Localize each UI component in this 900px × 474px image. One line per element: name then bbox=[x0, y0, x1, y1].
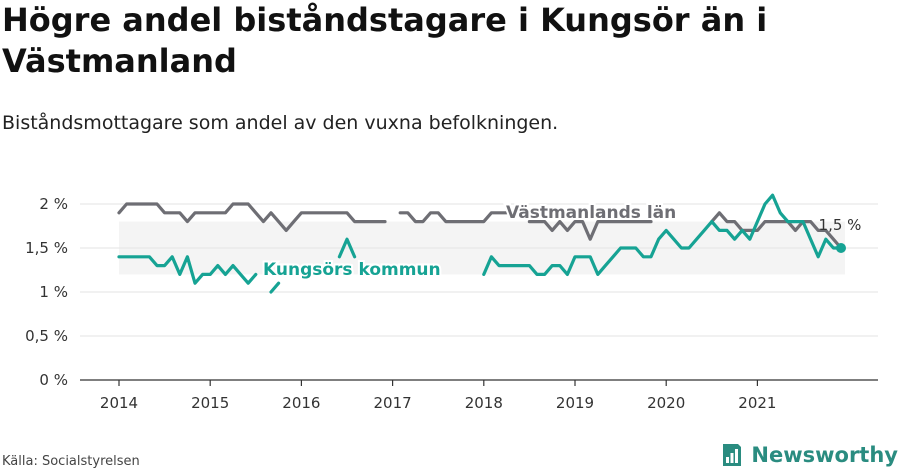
series-label-kungsor: Kungsörs kommun bbox=[263, 260, 441, 280]
x-tick-label: 2021 bbox=[738, 394, 776, 412]
brand-name: Newsworthy bbox=[751, 443, 898, 467]
y-tick-label: 1,5 % bbox=[25, 239, 68, 257]
y-tick-label: 0 % bbox=[39, 371, 68, 389]
x-tick-label: 2015 bbox=[191, 394, 229, 412]
series-label-vastmanland: Västmanlands län bbox=[506, 203, 676, 223]
x-tick-label: 2016 bbox=[282, 394, 320, 412]
x-tick-label: 2019 bbox=[556, 394, 594, 412]
x-tick-label: 2020 bbox=[647, 394, 685, 412]
series-line-kungsor bbox=[117, 193, 843, 294]
chart-title: Högre andel biståndstagare i Kungsör än … bbox=[2, 1, 768, 80]
y-tick-label: 2 % bbox=[39, 195, 68, 213]
brand-logo: Newsworthy bbox=[721, 440, 898, 470]
chart-subtitle: Biståndsmottagare som andel av den vuxna… bbox=[2, 112, 559, 134]
x-tick-label: 2014 bbox=[100, 394, 138, 412]
series-line-vastmanland bbox=[117, 202, 843, 250]
y-tick-label: 0,5 % bbox=[25, 327, 68, 345]
x-tick-label: 2018 bbox=[465, 394, 503, 412]
y-tick-label: 1 % bbox=[39, 283, 68, 301]
end-value-label: 1,5 % bbox=[819, 216, 862, 234]
source-note: Källa: Socialstyrelsen bbox=[2, 454, 140, 469]
x-tick-label: 2017 bbox=[374, 394, 412, 412]
newsworthy-logo-icon bbox=[723, 444, 742, 466]
end-point-marker bbox=[836, 243, 846, 253]
